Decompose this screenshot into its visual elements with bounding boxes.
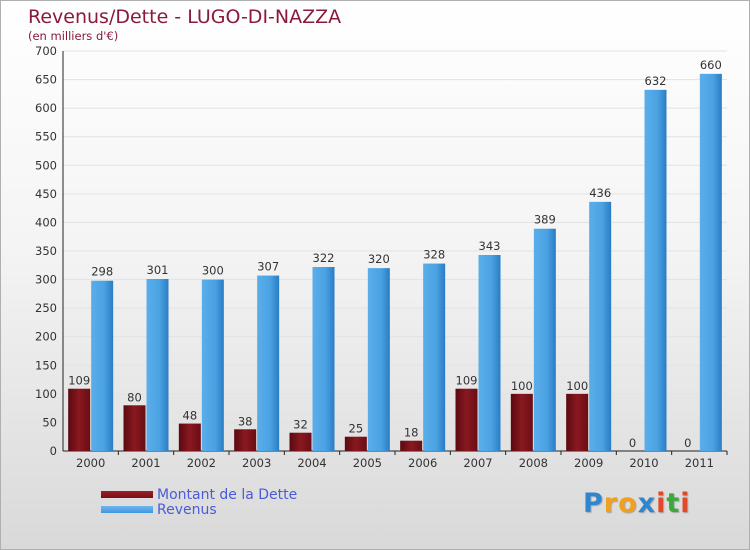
data-label-revenus: 322	[313, 251, 335, 265]
bar-dette	[566, 393, 589, 451]
bar-revenus	[367, 268, 390, 451]
bar-revenus	[201, 279, 224, 451]
bar-revenus	[589, 201, 612, 451]
bar-dette	[234, 429, 257, 451]
bar-revenus	[478, 255, 501, 451]
chart-title: Revenus/Dette - LUGO-DI-NAZZA	[28, 6, 342, 28]
y-tick-label: 200	[35, 330, 57, 344]
x-tick-label: 2002	[187, 456, 216, 470]
y-tick-label: 700	[35, 44, 57, 58]
bar-revenus	[644, 89, 667, 451]
data-label-revenus: 343	[479, 239, 501, 253]
data-label-dette: 109	[68, 374, 90, 388]
bar-dette	[400, 440, 423, 451]
x-tick-label: 2010	[629, 456, 658, 470]
data-label-dette: 25	[349, 422, 364, 436]
data-label-revenus: 300	[202, 264, 224, 278]
data-label-revenus: 660	[700, 58, 722, 72]
data-label-dette: 100	[566, 379, 588, 393]
logo-letter: i	[656, 488, 667, 519]
data-label-revenus: 298	[91, 265, 113, 279]
x-tick-label: 2011	[685, 456, 714, 470]
bar-dette	[289, 432, 312, 451]
data-label-dette: 0	[684, 436, 691, 450]
x-tick-label: 2006	[408, 456, 437, 470]
logo-letter: i	[680, 488, 691, 519]
y-tick-label: 450	[35, 187, 57, 201]
data-label-revenus: 320	[368, 252, 390, 266]
x-tick-label: 2005	[353, 456, 382, 470]
x-tick-label: 2001	[131, 456, 160, 470]
bar-revenus	[91, 280, 114, 451]
y-tick-label: 550	[35, 130, 57, 144]
data-label-dette: 109	[456, 374, 478, 388]
data-label-revenus: 301	[147, 263, 169, 277]
y-tick-label: 300	[35, 273, 57, 287]
data-label-revenus: 389	[534, 213, 556, 227]
x-tick-label: 2009	[574, 456, 603, 470]
bar-dette	[123, 405, 146, 451]
data-label-revenus: 436	[589, 186, 611, 200]
logo-letter: t	[666, 488, 681, 519]
chart-subtitle: (en milliers d'€)	[28, 29, 119, 43]
x-tick-label: 2004	[297, 456, 326, 470]
data-label-revenus: 307	[257, 260, 279, 274]
legend-label-dette: Montant de la Dette	[157, 487, 298, 503]
data-label-dette: 0	[629, 436, 636, 450]
bar-revenus	[312, 267, 335, 451]
logo-letter: o	[618, 488, 638, 519]
y-tick-label: 150	[35, 358, 57, 372]
legend-swatch-revenus	[101, 506, 153, 513]
legend-label-revenus: Revenus	[157, 502, 217, 518]
bar-revenus	[699, 73, 722, 451]
y-tick-label: 500	[35, 158, 57, 172]
proxiti-logo: Proxiti	[583, 488, 691, 519]
x-tick-label: 2003	[242, 456, 271, 470]
legend-swatch-dette	[101, 491, 153, 498]
data-label-dette: 80	[127, 390, 142, 404]
y-tick-label: 50	[42, 415, 57, 429]
data-label-revenus: 328	[423, 248, 445, 262]
y-tick-label: 100	[35, 387, 57, 401]
data-label-dette: 38	[238, 414, 253, 428]
bar-dette	[510, 393, 533, 451]
data-label-revenus: 632	[645, 74, 667, 88]
bar-revenus	[423, 263, 446, 451]
logo-letter: P	[583, 488, 604, 519]
data-label-dette: 18	[404, 426, 419, 440]
x-tick-label: 2007	[463, 456, 492, 470]
bar-dette	[344, 436, 367, 451]
bar-dette	[178, 423, 201, 451]
data-label-dette: 48	[183, 409, 198, 423]
y-tick-label: 350	[35, 244, 57, 258]
bar-revenus	[146, 279, 169, 451]
y-tick-label: 650	[35, 73, 57, 87]
bar-dette	[68, 388, 91, 451]
bar-dette	[455, 388, 478, 451]
y-tick-label: 0	[50, 444, 57, 458]
y-tick-label: 400	[35, 215, 57, 229]
logo-letter: x	[637, 488, 657, 519]
x-tick-label: 2000	[76, 456, 105, 470]
data-label-dette: 32	[293, 418, 308, 432]
bar-revenus	[257, 275, 280, 451]
x-tick-label: 2008	[519, 456, 548, 470]
y-tick-label: 600	[35, 101, 57, 115]
data-label-dette: 100	[511, 379, 533, 393]
y-tick-label: 250	[35, 301, 57, 315]
logo-letter: r	[603, 488, 619, 519]
bar-revenus	[533, 228, 556, 451]
